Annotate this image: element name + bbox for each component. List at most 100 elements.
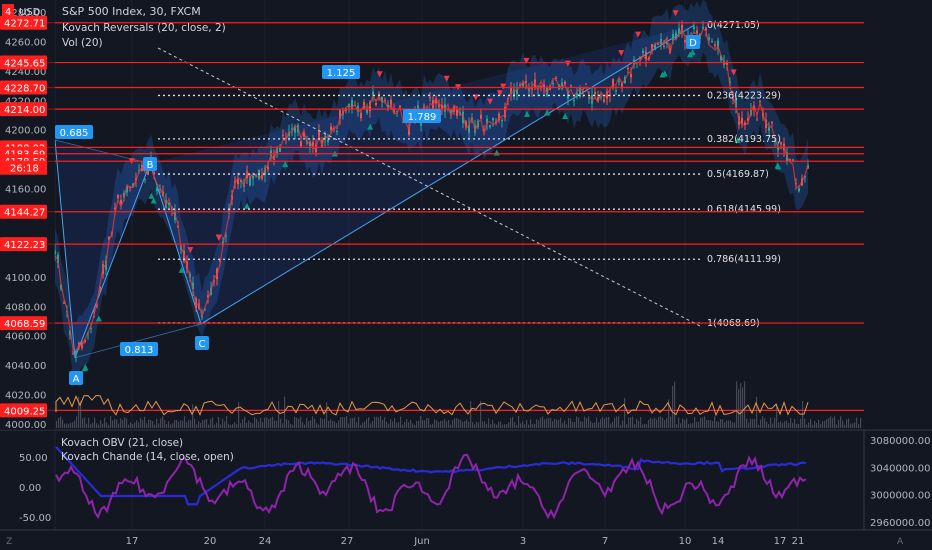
volume-bar bbox=[606, 417, 608, 428]
volume-bar bbox=[150, 420, 152, 428]
volume-bar bbox=[220, 424, 222, 428]
volume-bar bbox=[814, 420, 816, 428]
fib-level-label: 0(4271.05) bbox=[707, 20, 760, 31]
candle-body bbox=[147, 169, 149, 175]
reversal-down-marker bbox=[730, 69, 737, 76]
price-level-tag: 4228.70 bbox=[4, 83, 45, 94]
candle-body bbox=[531, 88, 533, 90]
candle-body bbox=[351, 100, 353, 110]
volume-bar bbox=[210, 418, 212, 428]
volume-bar bbox=[334, 421, 336, 428]
volume-bar bbox=[282, 423, 284, 428]
candle-body bbox=[585, 83, 587, 85]
volume-bar bbox=[608, 417, 610, 428]
volume-bar bbox=[548, 417, 550, 428]
candle-body bbox=[612, 79, 614, 87]
candle-body bbox=[720, 55, 722, 61]
pattern-triangle bbox=[55, 140, 150, 358]
volume-bar bbox=[622, 420, 624, 428]
volume-bar bbox=[604, 418, 606, 428]
candle-body bbox=[645, 51, 647, 60]
symbol-title: S&P 500 Index, 30, FXCM bbox=[62, 5, 201, 18]
reversal-down-marker bbox=[215, 234, 222, 241]
price-tick: 4020.00 bbox=[5, 391, 46, 402]
candle-body bbox=[408, 127, 410, 135]
candle-body bbox=[627, 67, 629, 70]
chande-line bbox=[55, 453, 807, 520]
candle-body bbox=[570, 85, 572, 87]
volume-bar bbox=[304, 424, 306, 428]
candle-body bbox=[192, 282, 194, 289]
pattern-point-d: D bbox=[689, 38, 697, 49]
volume-bar bbox=[620, 424, 622, 428]
volume-bar bbox=[100, 419, 102, 428]
volume-bar bbox=[432, 423, 434, 428]
candle-body bbox=[402, 121, 404, 123]
volume-bar bbox=[410, 419, 412, 428]
volume-bar bbox=[534, 423, 536, 428]
price-tick: 4260.00 bbox=[5, 37, 46, 48]
volume-bar bbox=[202, 419, 204, 428]
volume-bar bbox=[438, 421, 440, 428]
volume-bar bbox=[422, 420, 424, 428]
candle-body bbox=[330, 126, 332, 131]
indicator-title: Kovach Reversals (20, close, 2) bbox=[62, 22, 226, 34]
volume-bar bbox=[746, 418, 748, 428]
price-tick: 4080.00 bbox=[5, 302, 46, 313]
volume-bar bbox=[392, 421, 394, 428]
volume-bar bbox=[564, 420, 566, 428]
volume-bar bbox=[344, 417, 346, 428]
volume-bar bbox=[720, 419, 722, 428]
candle-body bbox=[264, 167, 266, 175]
candle-body bbox=[744, 122, 746, 126]
volume-bar bbox=[562, 423, 564, 428]
candle-body bbox=[138, 170, 140, 172]
volume-bar bbox=[296, 417, 298, 428]
volume-bar bbox=[694, 416, 696, 428]
volume-bar bbox=[382, 419, 384, 428]
candle-body bbox=[717, 40, 719, 49]
volume-bar bbox=[702, 417, 704, 428]
volume-bar bbox=[536, 419, 538, 428]
price-tick: 4060.00 bbox=[5, 332, 46, 343]
volume-bar bbox=[690, 423, 692, 428]
price-level-tag: 4009.25 bbox=[4, 406, 45, 417]
volume-bar bbox=[726, 420, 728, 428]
candle-body bbox=[792, 159, 794, 161]
volume-bar bbox=[646, 424, 648, 428]
volume-bar bbox=[578, 417, 580, 428]
volume-bar bbox=[348, 423, 350, 428]
pattern-line bbox=[54, 139, 151, 164]
volume-bar bbox=[618, 416, 620, 428]
volume-bar bbox=[386, 421, 388, 428]
candle-body bbox=[492, 118, 494, 121]
volume-bar bbox=[544, 419, 546, 428]
candle-body bbox=[543, 84, 545, 89]
volume-bar bbox=[740, 383, 742, 428]
volume-bar bbox=[260, 417, 262, 428]
volume-bar bbox=[124, 417, 126, 428]
volume-bar bbox=[528, 424, 530, 428]
candle-body bbox=[159, 188, 161, 190]
volume-bar bbox=[852, 423, 854, 428]
volume-bar bbox=[600, 419, 602, 428]
candle-body bbox=[666, 42, 668, 44]
candle-body bbox=[663, 46, 665, 48]
volume-bar bbox=[794, 419, 796, 428]
volume-bar bbox=[204, 419, 206, 428]
volume-bar bbox=[456, 418, 458, 428]
candle-body bbox=[588, 97, 590, 99]
volume-bar bbox=[280, 418, 282, 428]
volume-bar bbox=[714, 416, 716, 428]
volume-bar bbox=[626, 424, 628, 428]
time-label: 17 bbox=[774, 536, 787, 547]
pattern-point-c-bg bbox=[195, 336, 209, 350]
volume-bar bbox=[176, 420, 178, 428]
candle-body bbox=[282, 134, 284, 136]
volume-bar bbox=[666, 418, 668, 428]
price-level-tag-bg bbox=[0, 316, 47, 331]
reversal-down-marker bbox=[635, 31, 642, 38]
reversal-up-marker bbox=[148, 192, 155, 199]
price-level-tag-bg bbox=[0, 55, 47, 70]
